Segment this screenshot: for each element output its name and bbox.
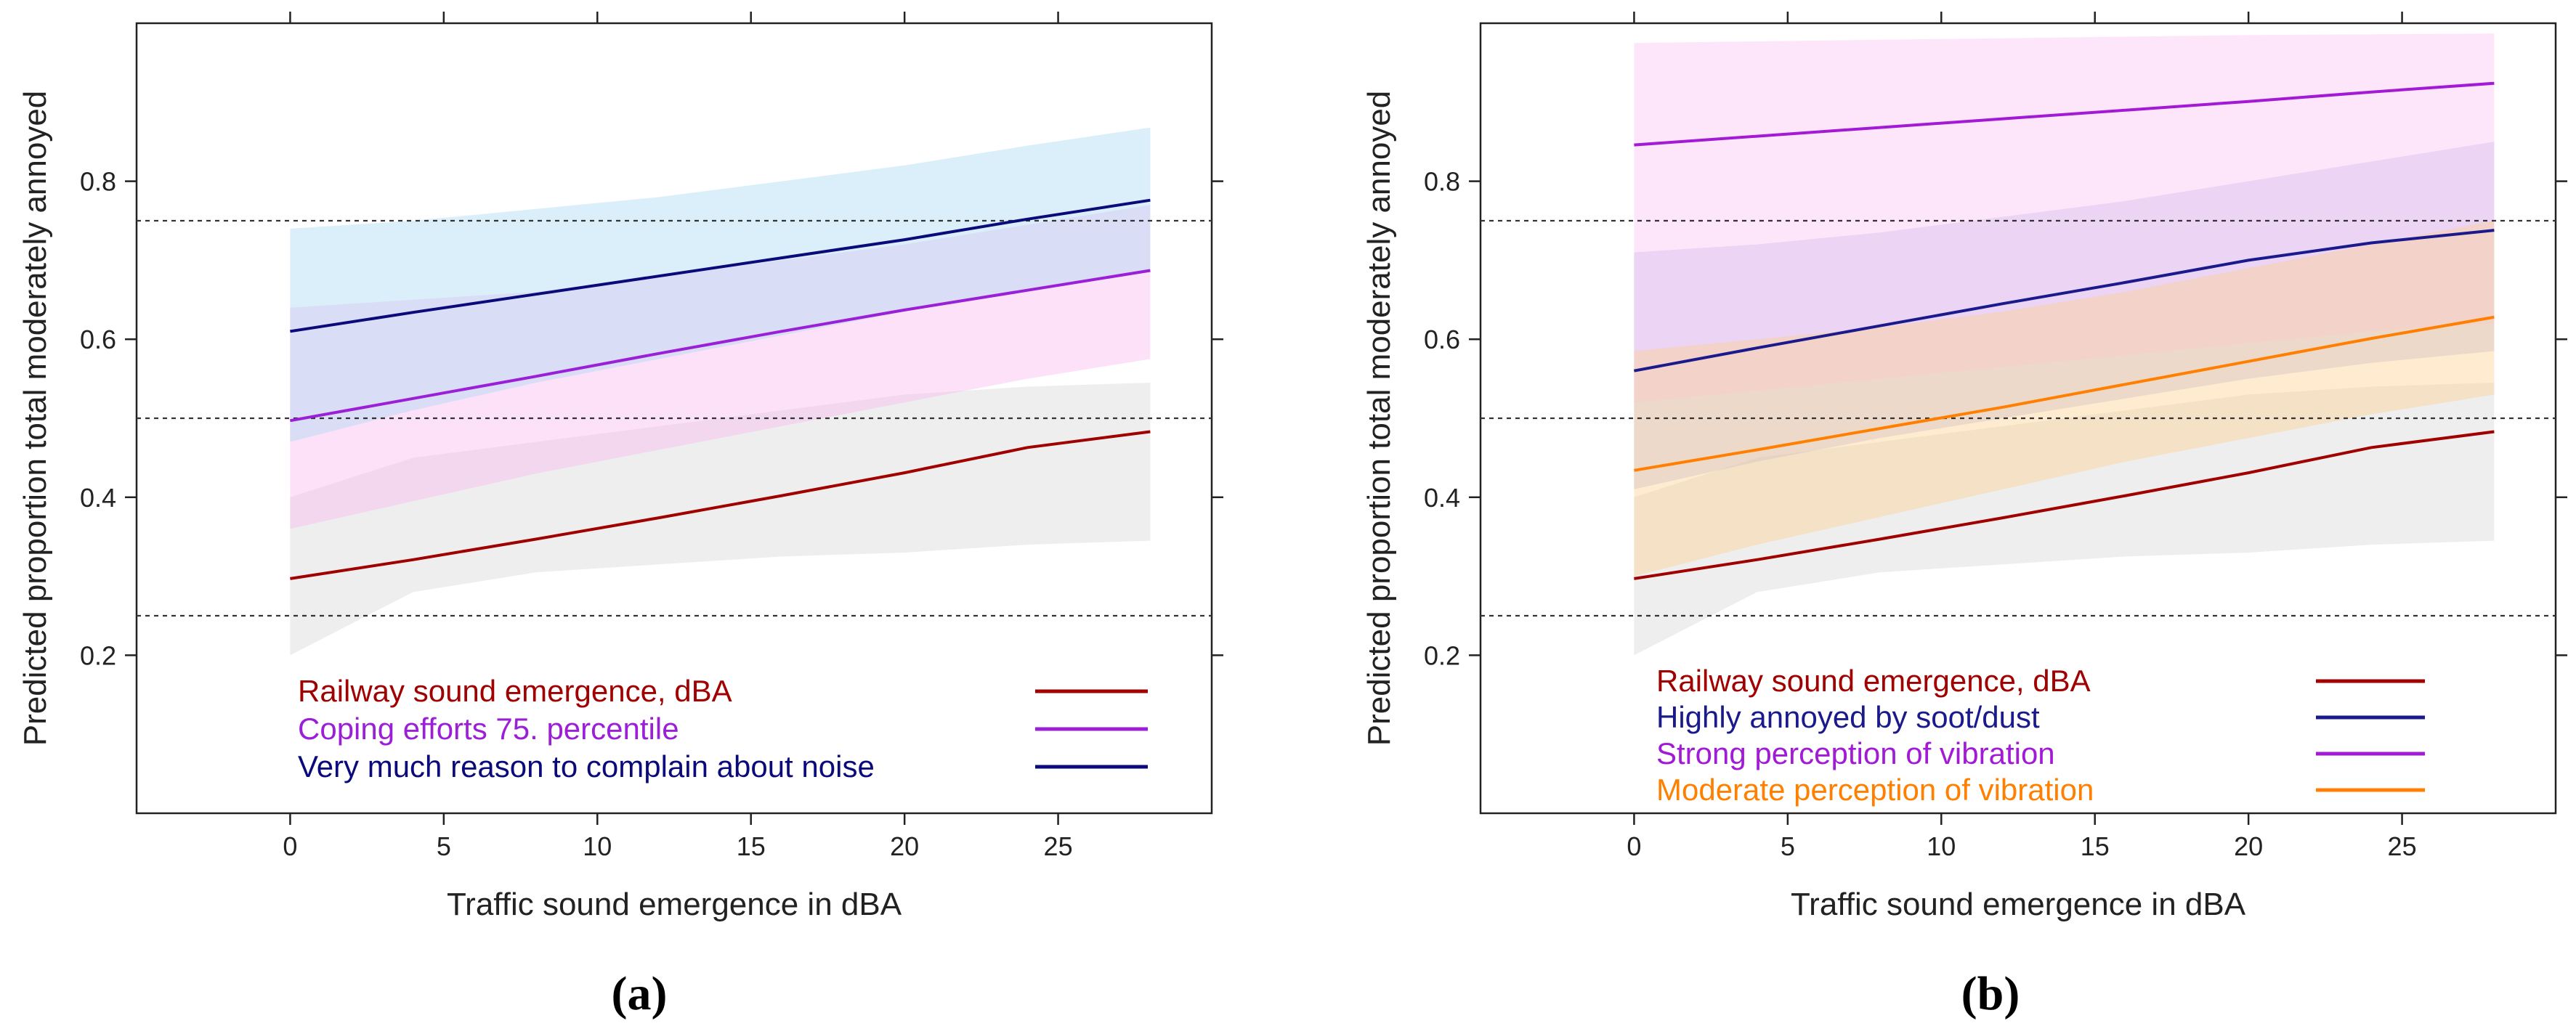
x-tick-label: 15 xyxy=(2081,831,2110,861)
series-line-3 xyxy=(1634,315,2495,472)
series-line-2 xyxy=(290,198,1151,333)
y-tick-label: 0.8 xyxy=(1424,167,1460,197)
y-tick-label: 0.2 xyxy=(1424,640,1460,670)
confidence-band-1 xyxy=(1634,142,2495,489)
confidence-band-2 xyxy=(290,127,1151,442)
legend-entry-2: Very much reason to complain about noise xyxy=(298,749,875,783)
legend-entry-1: Highly annoyed by soot/dust xyxy=(1656,700,2040,734)
x-tick-label: 15 xyxy=(737,831,766,861)
x-tick-label: 25 xyxy=(1044,831,1073,861)
x-axis-title: Traffic sound emergence in dBA xyxy=(1791,887,2246,922)
y-tick-label: 0.6 xyxy=(1424,325,1460,354)
y-tick-label: 0.8 xyxy=(80,167,116,197)
y-axis-title: Predicted proportion total moderately an… xyxy=(17,91,53,746)
chart-panel-a: 0 5 10 15 20 25 0.2 0.4 0.6 0.8 Traffic sound emer… xyxy=(17,12,1223,1020)
y-tick-label: 0.4 xyxy=(1424,483,1460,513)
series-line-1 xyxy=(1634,229,2495,373)
x-tick-label: 10 xyxy=(1927,831,1956,861)
legend-entry-0: Railway sound emergence, dBA xyxy=(1656,664,2091,698)
series-line-0 xyxy=(290,430,1151,580)
confidence-band-0 xyxy=(290,383,1151,656)
confidence-band-0 xyxy=(1634,383,2495,656)
panel-label: (b) xyxy=(1961,967,2020,1020)
y-tick-label: 0.2 xyxy=(80,640,116,670)
x-tick-label: 0 xyxy=(283,831,297,861)
x-tick-label: 0 xyxy=(1627,831,1641,861)
series-line-1 xyxy=(290,269,1151,423)
x-tick-label: 10 xyxy=(583,831,612,861)
x-tick-label: 5 xyxy=(437,831,451,861)
confidence-band-2 xyxy=(1634,33,2495,403)
legend-entry-2: Strong perception of vibration xyxy=(1656,736,2055,770)
x-axis-title: Traffic sound emergence in dBA xyxy=(447,887,902,922)
x-tick-label: 20 xyxy=(890,831,919,861)
y-tick-label: 0.4 xyxy=(80,483,116,513)
series-line-0 xyxy=(1634,430,2495,580)
y-tick-label: 0.6 xyxy=(80,325,116,354)
legend-entry-3: Moderate perception of vibration xyxy=(1656,773,2094,807)
x-tick-label: 20 xyxy=(2234,831,2263,861)
series-line-2 xyxy=(1634,81,2495,147)
confidence-band-1 xyxy=(290,205,1151,529)
x-tick-label: 25 xyxy=(2388,831,2417,861)
legend-entry-1: Coping efforts 75. percentile xyxy=(298,712,679,746)
y-axis-title: Predicted proportion total moderately an… xyxy=(1361,91,1397,746)
confidence-band-3 xyxy=(1634,221,2495,577)
chart-panel-b: 0 5 10 15 20 25 0.2 0.4 0.6 0.8 Traffic sound emer… xyxy=(1361,12,2567,1020)
legend-entry-0: Railway sound emergence, dBA xyxy=(298,674,732,708)
panel-label: (a) xyxy=(612,967,668,1020)
x-tick-label: 5 xyxy=(1781,831,1795,861)
